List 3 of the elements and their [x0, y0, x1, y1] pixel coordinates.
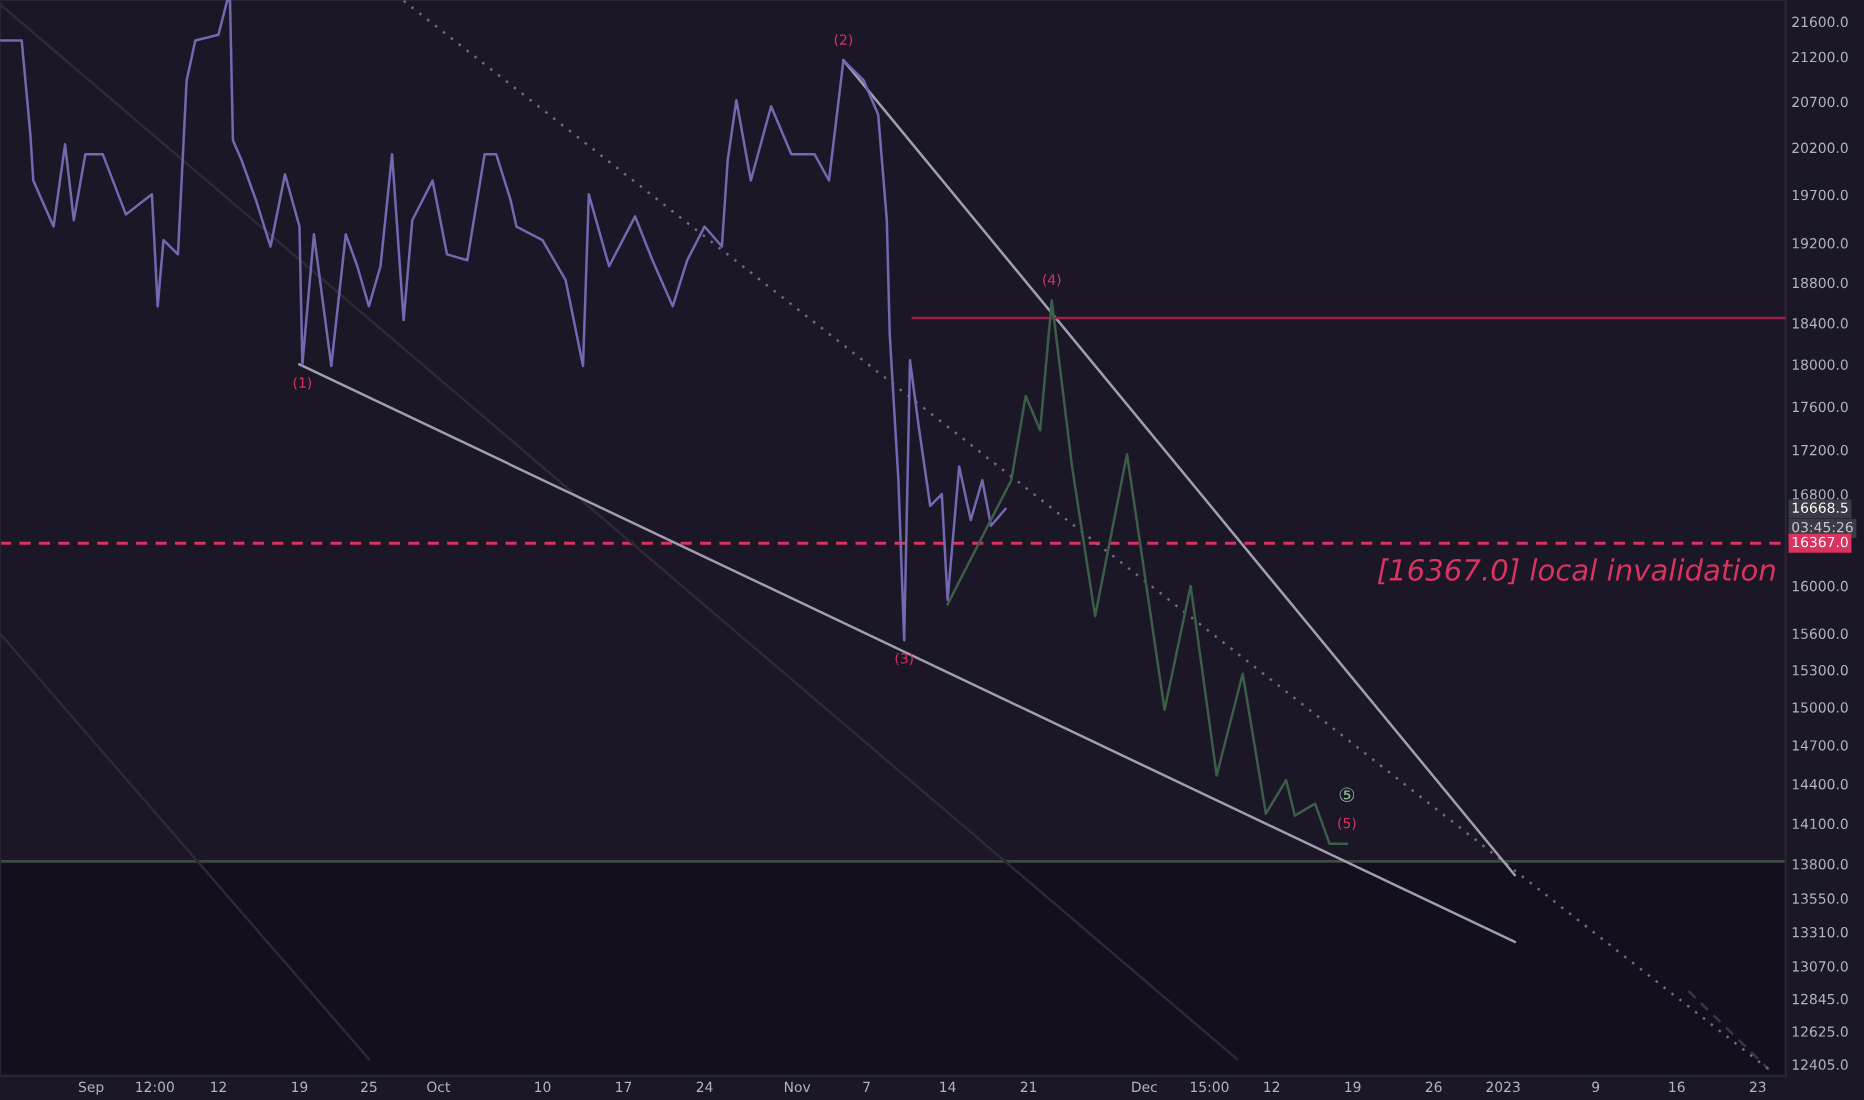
ref-line-label: [16367.0] local invalidation — [1377, 558, 1775, 585]
annotation: ⑤ — [1339, 787, 1355, 803]
line-series — [0, 0, 1007, 642]
